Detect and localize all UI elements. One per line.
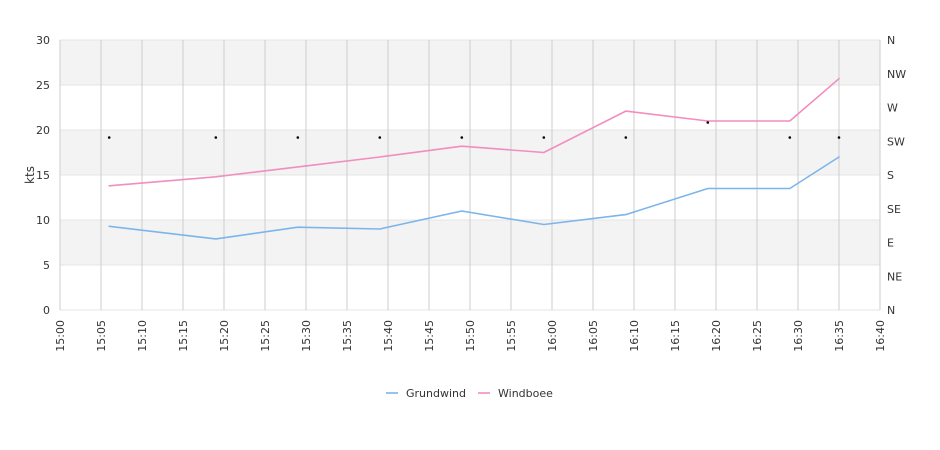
x-tick-label: 15:50 xyxy=(464,320,477,352)
direction-marker xyxy=(107,136,111,139)
legend-item: Windboee xyxy=(478,387,553,400)
y-tick-label: 20 xyxy=(36,124,50,137)
x-tick-label: 15:25 xyxy=(259,320,272,352)
x-tick-label: 16:15 xyxy=(669,320,682,352)
direction-marker xyxy=(837,136,841,139)
x-tick-label: 15:45 xyxy=(423,320,436,352)
direction-marker xyxy=(460,136,464,139)
direction-marker xyxy=(296,136,300,139)
x-tick-label: 15:30 xyxy=(300,320,313,352)
x-tick-label: 15:55 xyxy=(505,320,518,352)
direction-marker xyxy=(706,121,710,124)
x-tick-label: 16:40 xyxy=(874,320,887,352)
x-tick-label: 15:15 xyxy=(177,320,190,352)
x-axis: 15:00 15:05 15:10 15:15 15:20 15:25 15:30 15:35… xyxy=(54,320,887,352)
x-tick-label: 15:40 xyxy=(382,320,395,352)
y-tick-label: 5 xyxy=(43,259,50,272)
x-tick-label: 16:00 xyxy=(546,320,559,352)
direction-marker xyxy=(214,136,218,139)
direction-label: SE xyxy=(887,203,901,216)
direction-marker xyxy=(788,136,792,139)
x-tick-label: 15:00 xyxy=(54,320,67,352)
legend-label: Grundwind xyxy=(406,387,466,400)
y-tick-label: 30 xyxy=(36,34,50,47)
direction-label: N xyxy=(887,304,895,317)
y-tick-label: 25 xyxy=(36,79,50,92)
direction-label: SW xyxy=(887,135,905,148)
direction-label: S xyxy=(887,169,894,182)
y-tick-label: 0 xyxy=(43,304,50,317)
y-axis: 0 5 10 15 20 25 30 xyxy=(36,34,50,317)
direction-marker xyxy=(624,136,628,139)
direction-marker xyxy=(378,136,382,139)
direction-markers xyxy=(107,121,841,139)
y-axis-title: kts xyxy=(23,166,37,184)
x-tick-label: 16:35 xyxy=(833,320,846,352)
x-tick-label: 15:35 xyxy=(341,320,354,352)
x-tick-label: 16:10 xyxy=(628,320,641,352)
legend: Grundwind Windboee xyxy=(386,387,553,400)
grid-lines xyxy=(59,39,881,311)
legend-label: Windboee xyxy=(498,387,553,400)
direction-marker xyxy=(542,136,546,139)
direction-label: W xyxy=(887,102,898,115)
x-tick-label: 16:20 xyxy=(710,320,723,352)
x-tick-label: 15:10 xyxy=(136,320,149,352)
y-tick-label: 10 xyxy=(36,214,50,227)
direction-label: NW xyxy=(887,68,906,81)
x-tick-label: 15:05 xyxy=(95,320,108,352)
x-tick-label: 16:25 xyxy=(751,320,764,352)
direction-label: E xyxy=(887,237,894,250)
y-tick-label: 15 xyxy=(36,169,50,182)
series-lines xyxy=(108,77,840,240)
direction-label: NE xyxy=(887,270,902,283)
series-line-windboee xyxy=(108,77,840,187)
x-tick-label: 15:20 xyxy=(218,320,231,352)
x-tick-label: 16:30 xyxy=(792,320,805,352)
direction-axis: N NE E SE S SW W NW N xyxy=(887,34,906,317)
legend-item: Grundwind xyxy=(386,387,466,400)
direction-label: N xyxy=(887,34,895,47)
series-line-grundwind xyxy=(108,156,840,240)
x-tick-label: 16:05 xyxy=(587,320,600,352)
